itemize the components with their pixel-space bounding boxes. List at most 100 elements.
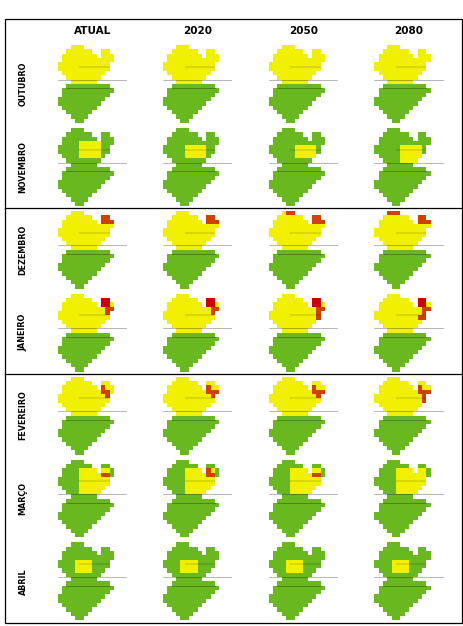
Bar xyxy=(88,320,92,324)
Bar xyxy=(70,188,75,193)
Bar xyxy=(105,389,109,394)
Bar xyxy=(277,386,281,389)
Bar xyxy=(378,568,382,573)
Bar xyxy=(189,250,193,254)
Bar xyxy=(404,215,408,220)
Bar xyxy=(391,211,395,215)
Bar xyxy=(311,232,316,237)
Bar xyxy=(285,511,290,516)
Bar xyxy=(193,75,197,80)
Bar xyxy=(395,284,400,289)
Bar xyxy=(382,298,387,302)
Bar xyxy=(382,546,387,551)
Bar xyxy=(70,333,75,337)
Bar xyxy=(96,555,100,560)
Bar xyxy=(210,477,215,481)
Bar xyxy=(189,259,193,263)
Bar xyxy=(281,346,285,350)
Bar xyxy=(387,115,391,119)
Bar xyxy=(180,386,184,389)
Bar xyxy=(202,307,206,311)
Bar xyxy=(395,184,400,188)
Bar xyxy=(100,386,105,389)
Bar xyxy=(277,224,281,228)
Bar xyxy=(75,259,79,263)
Bar xyxy=(400,88,404,93)
Bar xyxy=(294,446,298,450)
Bar xyxy=(404,525,408,529)
Bar xyxy=(272,320,277,324)
Bar xyxy=(277,141,281,145)
Bar xyxy=(210,586,215,590)
Bar xyxy=(88,350,92,354)
Bar xyxy=(408,263,413,267)
Bar xyxy=(408,154,413,158)
Bar xyxy=(395,441,400,446)
Bar xyxy=(378,394,382,398)
Bar xyxy=(193,359,197,363)
Bar xyxy=(171,555,176,560)
Bar xyxy=(285,329,290,333)
Bar xyxy=(268,481,272,486)
Bar xyxy=(193,241,197,245)
Bar xyxy=(277,150,281,154)
Bar xyxy=(285,49,290,54)
Bar xyxy=(311,381,316,386)
Bar xyxy=(83,320,88,324)
Bar xyxy=(413,341,417,346)
Bar xyxy=(285,220,290,224)
Bar xyxy=(176,568,180,573)
Bar xyxy=(391,354,395,359)
Bar xyxy=(395,341,400,346)
Bar xyxy=(210,473,215,477)
Bar xyxy=(171,520,176,525)
Bar xyxy=(176,298,180,302)
Bar xyxy=(70,498,75,503)
Bar xyxy=(202,555,206,560)
Bar xyxy=(404,84,408,88)
Bar xyxy=(189,525,193,529)
Bar xyxy=(193,167,197,172)
Bar xyxy=(290,302,294,307)
Bar xyxy=(180,158,184,163)
Bar xyxy=(171,346,176,350)
Bar xyxy=(404,438,408,441)
Bar xyxy=(57,180,62,184)
Bar xyxy=(83,71,88,75)
Bar xyxy=(189,320,193,324)
Bar xyxy=(62,254,66,259)
Bar xyxy=(193,329,197,333)
Bar xyxy=(184,568,189,573)
Bar xyxy=(290,341,294,346)
Bar xyxy=(400,481,404,486)
Bar xyxy=(189,386,193,389)
Bar xyxy=(294,346,298,350)
Bar xyxy=(193,473,197,477)
Bar xyxy=(206,386,210,389)
Bar xyxy=(202,324,206,329)
Bar xyxy=(404,302,408,307)
Bar xyxy=(382,416,387,420)
Bar xyxy=(417,486,421,490)
Bar xyxy=(66,154,70,158)
Bar xyxy=(311,429,316,433)
Bar xyxy=(404,316,408,320)
Bar xyxy=(425,386,430,389)
Bar xyxy=(92,586,96,590)
Bar xyxy=(387,464,391,468)
Bar xyxy=(382,71,387,75)
Bar xyxy=(193,551,197,555)
Bar xyxy=(298,150,303,154)
Bar xyxy=(176,529,180,533)
Bar xyxy=(413,473,417,477)
Bar xyxy=(193,420,197,424)
Bar xyxy=(184,294,189,298)
Bar xyxy=(66,259,70,263)
Bar xyxy=(404,490,408,494)
Bar xyxy=(382,590,387,595)
Bar xyxy=(408,188,413,193)
Bar xyxy=(180,232,184,237)
Bar xyxy=(96,172,100,175)
Bar xyxy=(413,88,417,93)
Bar xyxy=(210,389,215,394)
